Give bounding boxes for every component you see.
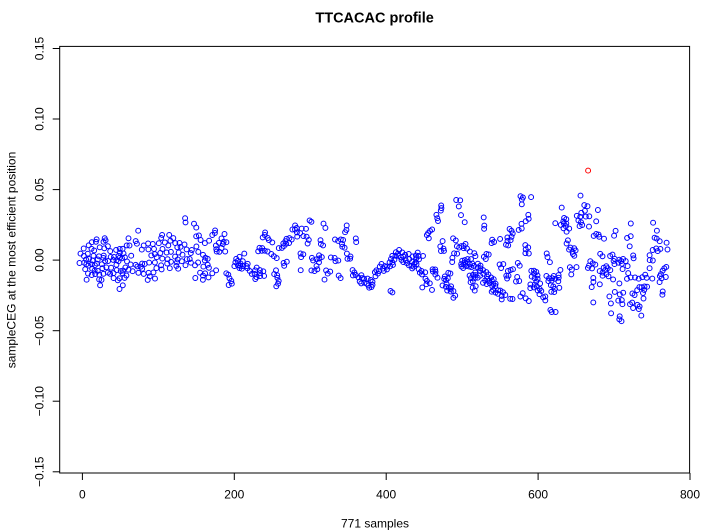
svg-text:0.05: 0.05: [33, 178, 47, 202]
svg-text:0: 0: [79, 488, 86, 502]
svg-text:TTCACAC profile: TTCACAC profile: [315, 11, 433, 27]
svg-text:0.00: 0.00: [33, 248, 47, 272]
svg-text:800: 800: [680, 488, 700, 502]
svg-text:600: 600: [528, 488, 548, 502]
svg-text:sampleCEG at the most efficien: sampleCEG at the most efficient position: [5, 152, 19, 369]
svg-text:200: 200: [224, 488, 244, 502]
svg-text:0.15: 0.15: [33, 36, 47, 60]
svg-text:−0.05: −0.05: [33, 315, 47, 346]
svg-text:771 samples: 771 samples: [341, 517, 409, 530]
svg-text:−0.10: −0.10: [33, 386, 47, 417]
svg-text:0.10: 0.10: [33, 107, 47, 131]
svg-text:−0.15: −0.15: [33, 456, 47, 487]
svg-text:400: 400: [376, 488, 396, 502]
